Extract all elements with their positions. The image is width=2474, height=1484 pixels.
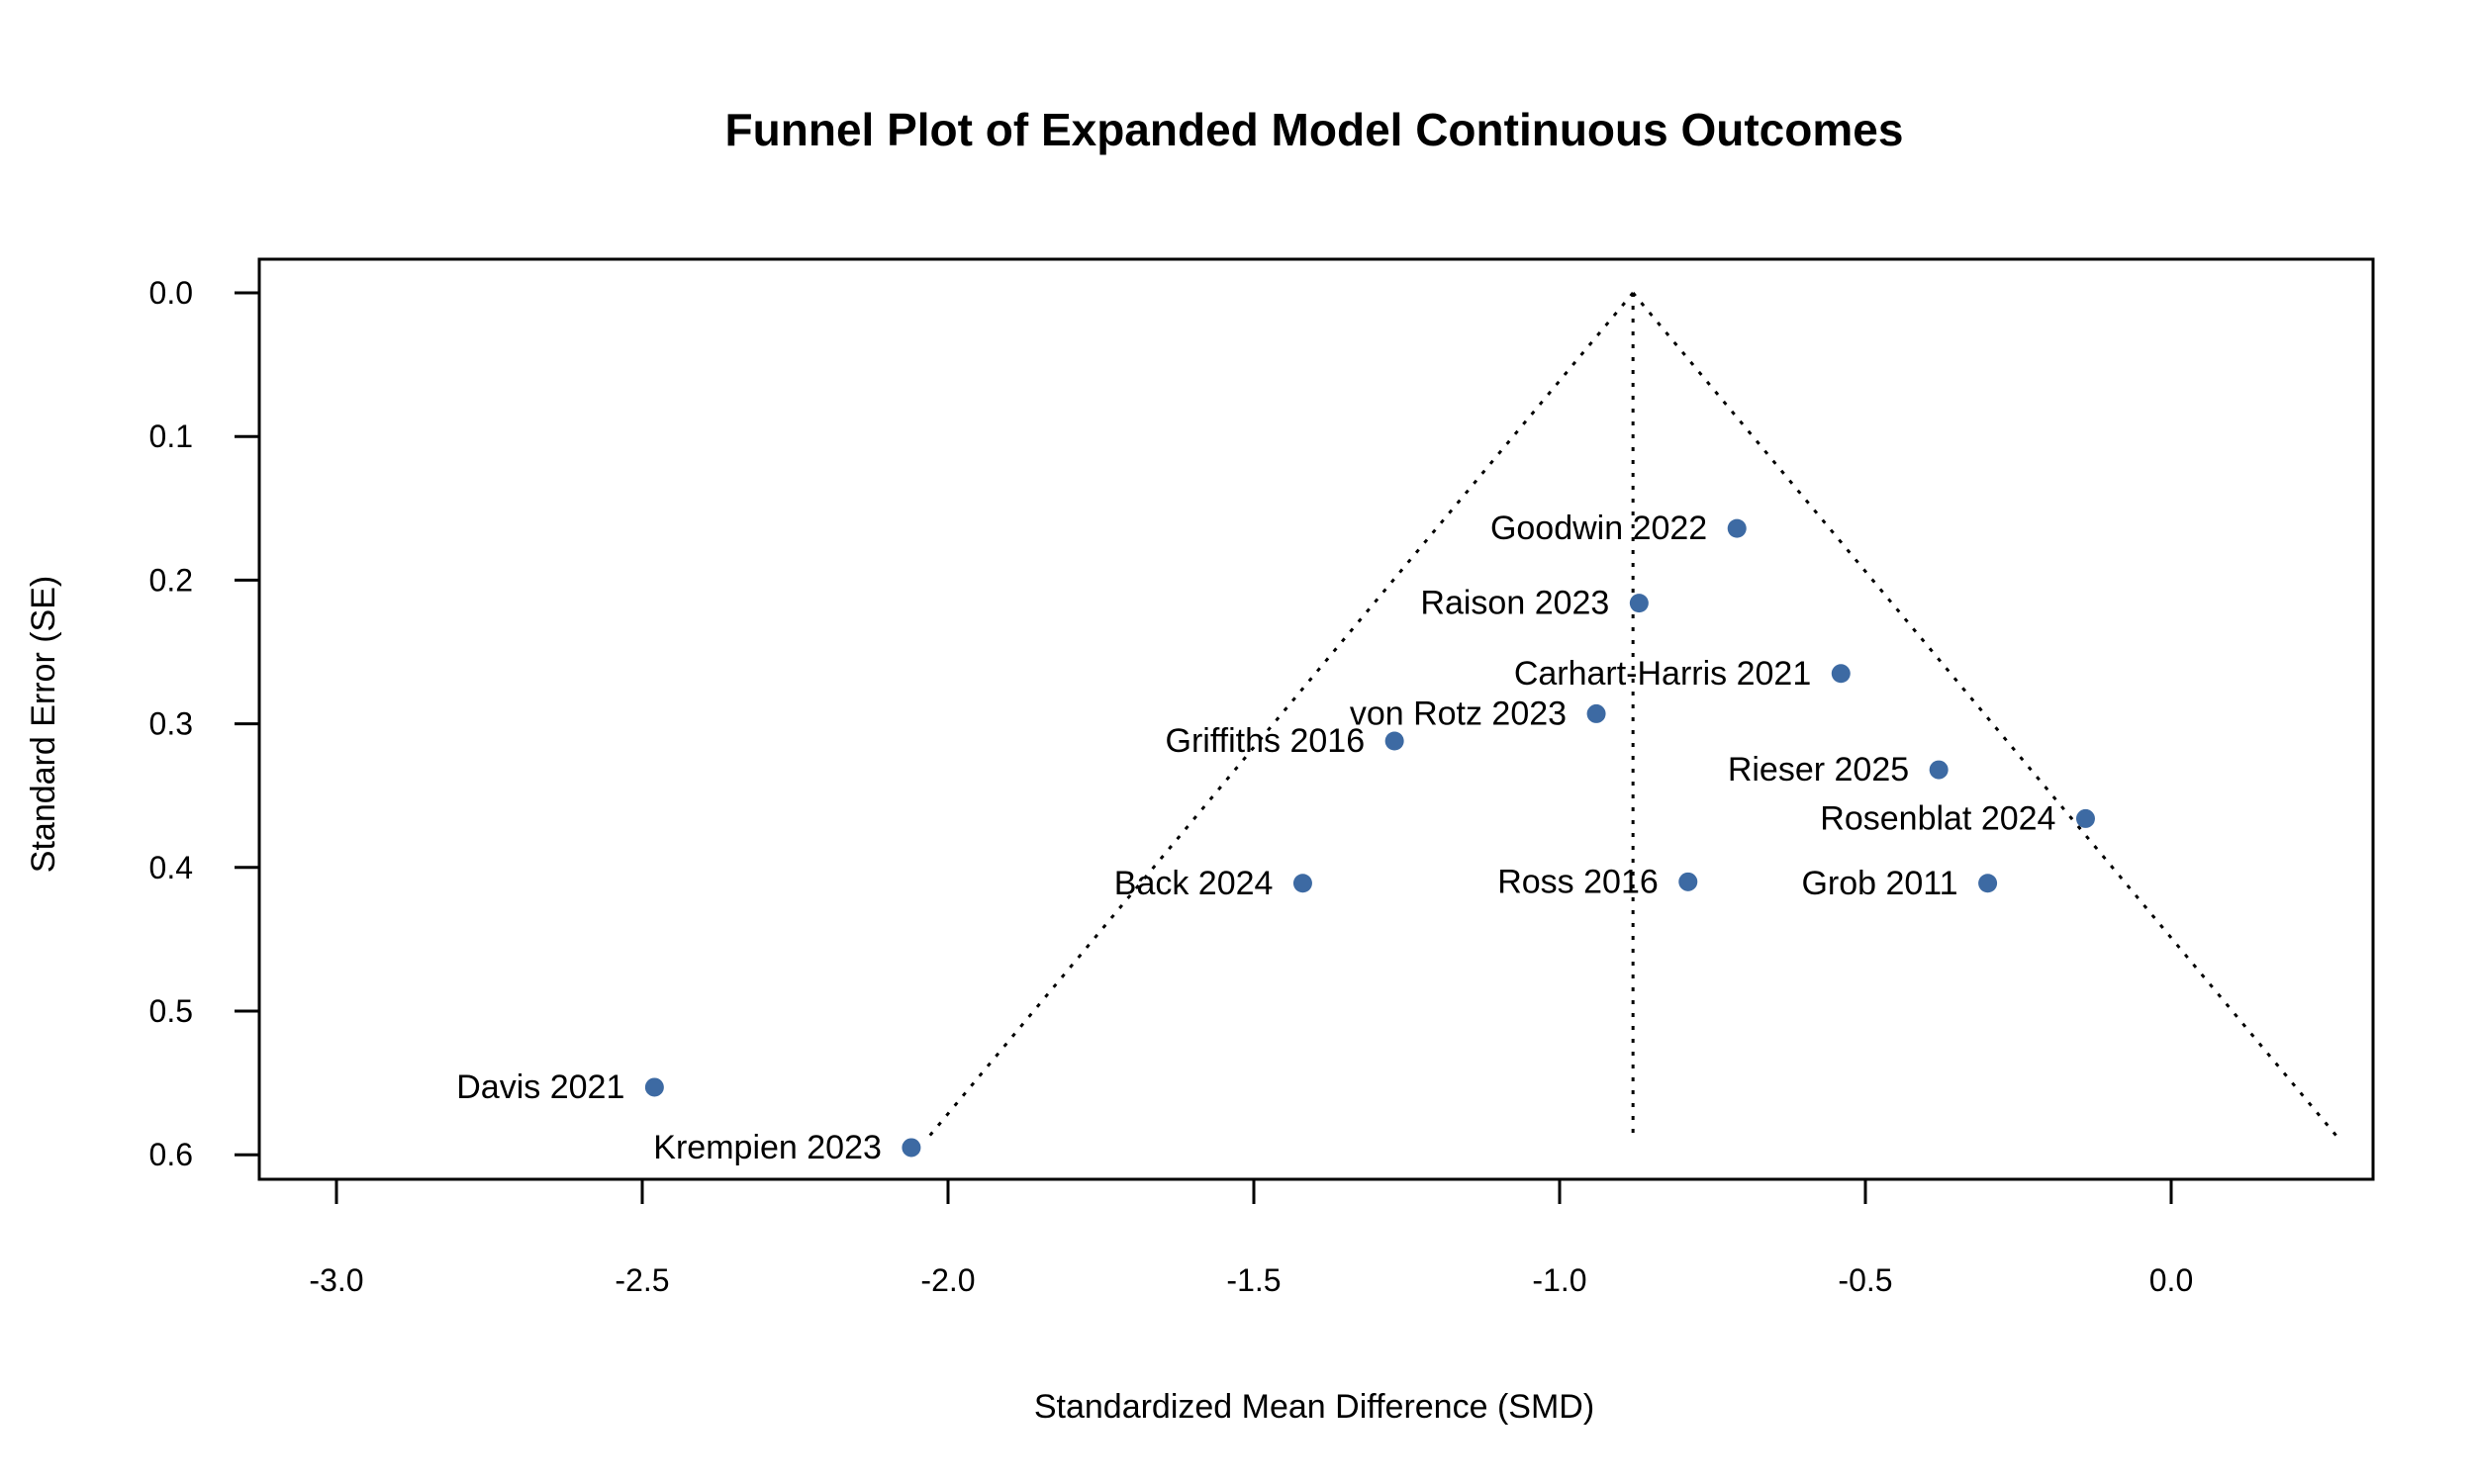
study-point [2075, 808, 2095, 828]
study-label: Raison 2023 [1420, 585, 1609, 622]
x-tick-label: -0.5 [1838, 1262, 1892, 1298]
study-points: Goodwin 2022 Raison 2023 Carhart-Harris 20… [456, 510, 2095, 1166]
study-point [902, 1138, 921, 1158]
study-label: Griffiths 2016 [1166, 722, 1366, 760]
study-label: Goodwin 2022 [1490, 510, 1707, 547]
study-point [1929, 760, 1949, 780]
study-point [1978, 874, 1998, 893]
study-point [1384, 731, 1404, 751]
study-label: Carhart-Harris 2021 [1514, 655, 1811, 693]
x-tick-label: -2.5 [615, 1262, 669, 1298]
study-label: von Rotz 2023 [1350, 695, 1567, 732]
study-label: Ross 2016 [1497, 863, 1659, 900]
study-point [1586, 703, 1606, 723]
study-point [1292, 874, 1312, 893]
study-label: Grob 2011 [1801, 865, 1957, 902]
funnel-left-limit [924, 292, 1635, 1142]
funnel-right-limit [1632, 292, 2341, 1142]
x-axis: -3.0 -2.5 -2.0 -1.5 -1.0 -0.5 0.0 [309, 1177, 2193, 1298]
y-tick-label: 0.1 [149, 418, 193, 454]
study-point [1629, 594, 1649, 613]
y-tick-label: 0.0 [149, 275, 193, 311]
y-tick-label: 0.5 [149, 993, 193, 1029]
study-point [1678, 872, 1698, 891]
plot-frame [257, 257, 2375, 1181]
x-axis-label: Standardized Mean Difference (SMD) [1034, 1388, 1594, 1426]
y-tick-label: 0.6 [149, 1137, 193, 1172]
y-tick-label: 0.2 [149, 562, 193, 598]
x-tick-label: -2.0 [920, 1262, 975, 1298]
x-tick-label: -3.0 [309, 1262, 363, 1298]
y-tick-label: 0.3 [149, 706, 193, 742]
study-label: Back 2024 [1114, 865, 1274, 902]
y-axis-label: Standard Error (SE) [25, 576, 62, 873]
study-label: Krempien 2023 [653, 1129, 882, 1166]
x-tick-label: -1.0 [1532, 1262, 1586, 1298]
x-tick-label: 0.0 [2149, 1262, 2193, 1298]
study-label: Davis 2021 [456, 1068, 624, 1106]
study-point [644, 1077, 664, 1097]
study-label: Rieser 2025 [1728, 751, 1909, 788]
study-label: Rosenblat 2024 [1820, 799, 2055, 837]
study-point [1831, 664, 1851, 684]
y-tick-label: 0.4 [149, 850, 193, 885]
x-tick-label: -1.5 [1226, 1262, 1281, 1298]
study-point [1727, 518, 1747, 538]
chart-title: Funnel Plot of Expanded Model Continuous… [725, 104, 1904, 155]
y-axis: 0.0 0.1 0.2 0.3 0.4 0.5 0.6 [149, 275, 261, 1172]
funnel-lines [924, 292, 2341, 1142]
